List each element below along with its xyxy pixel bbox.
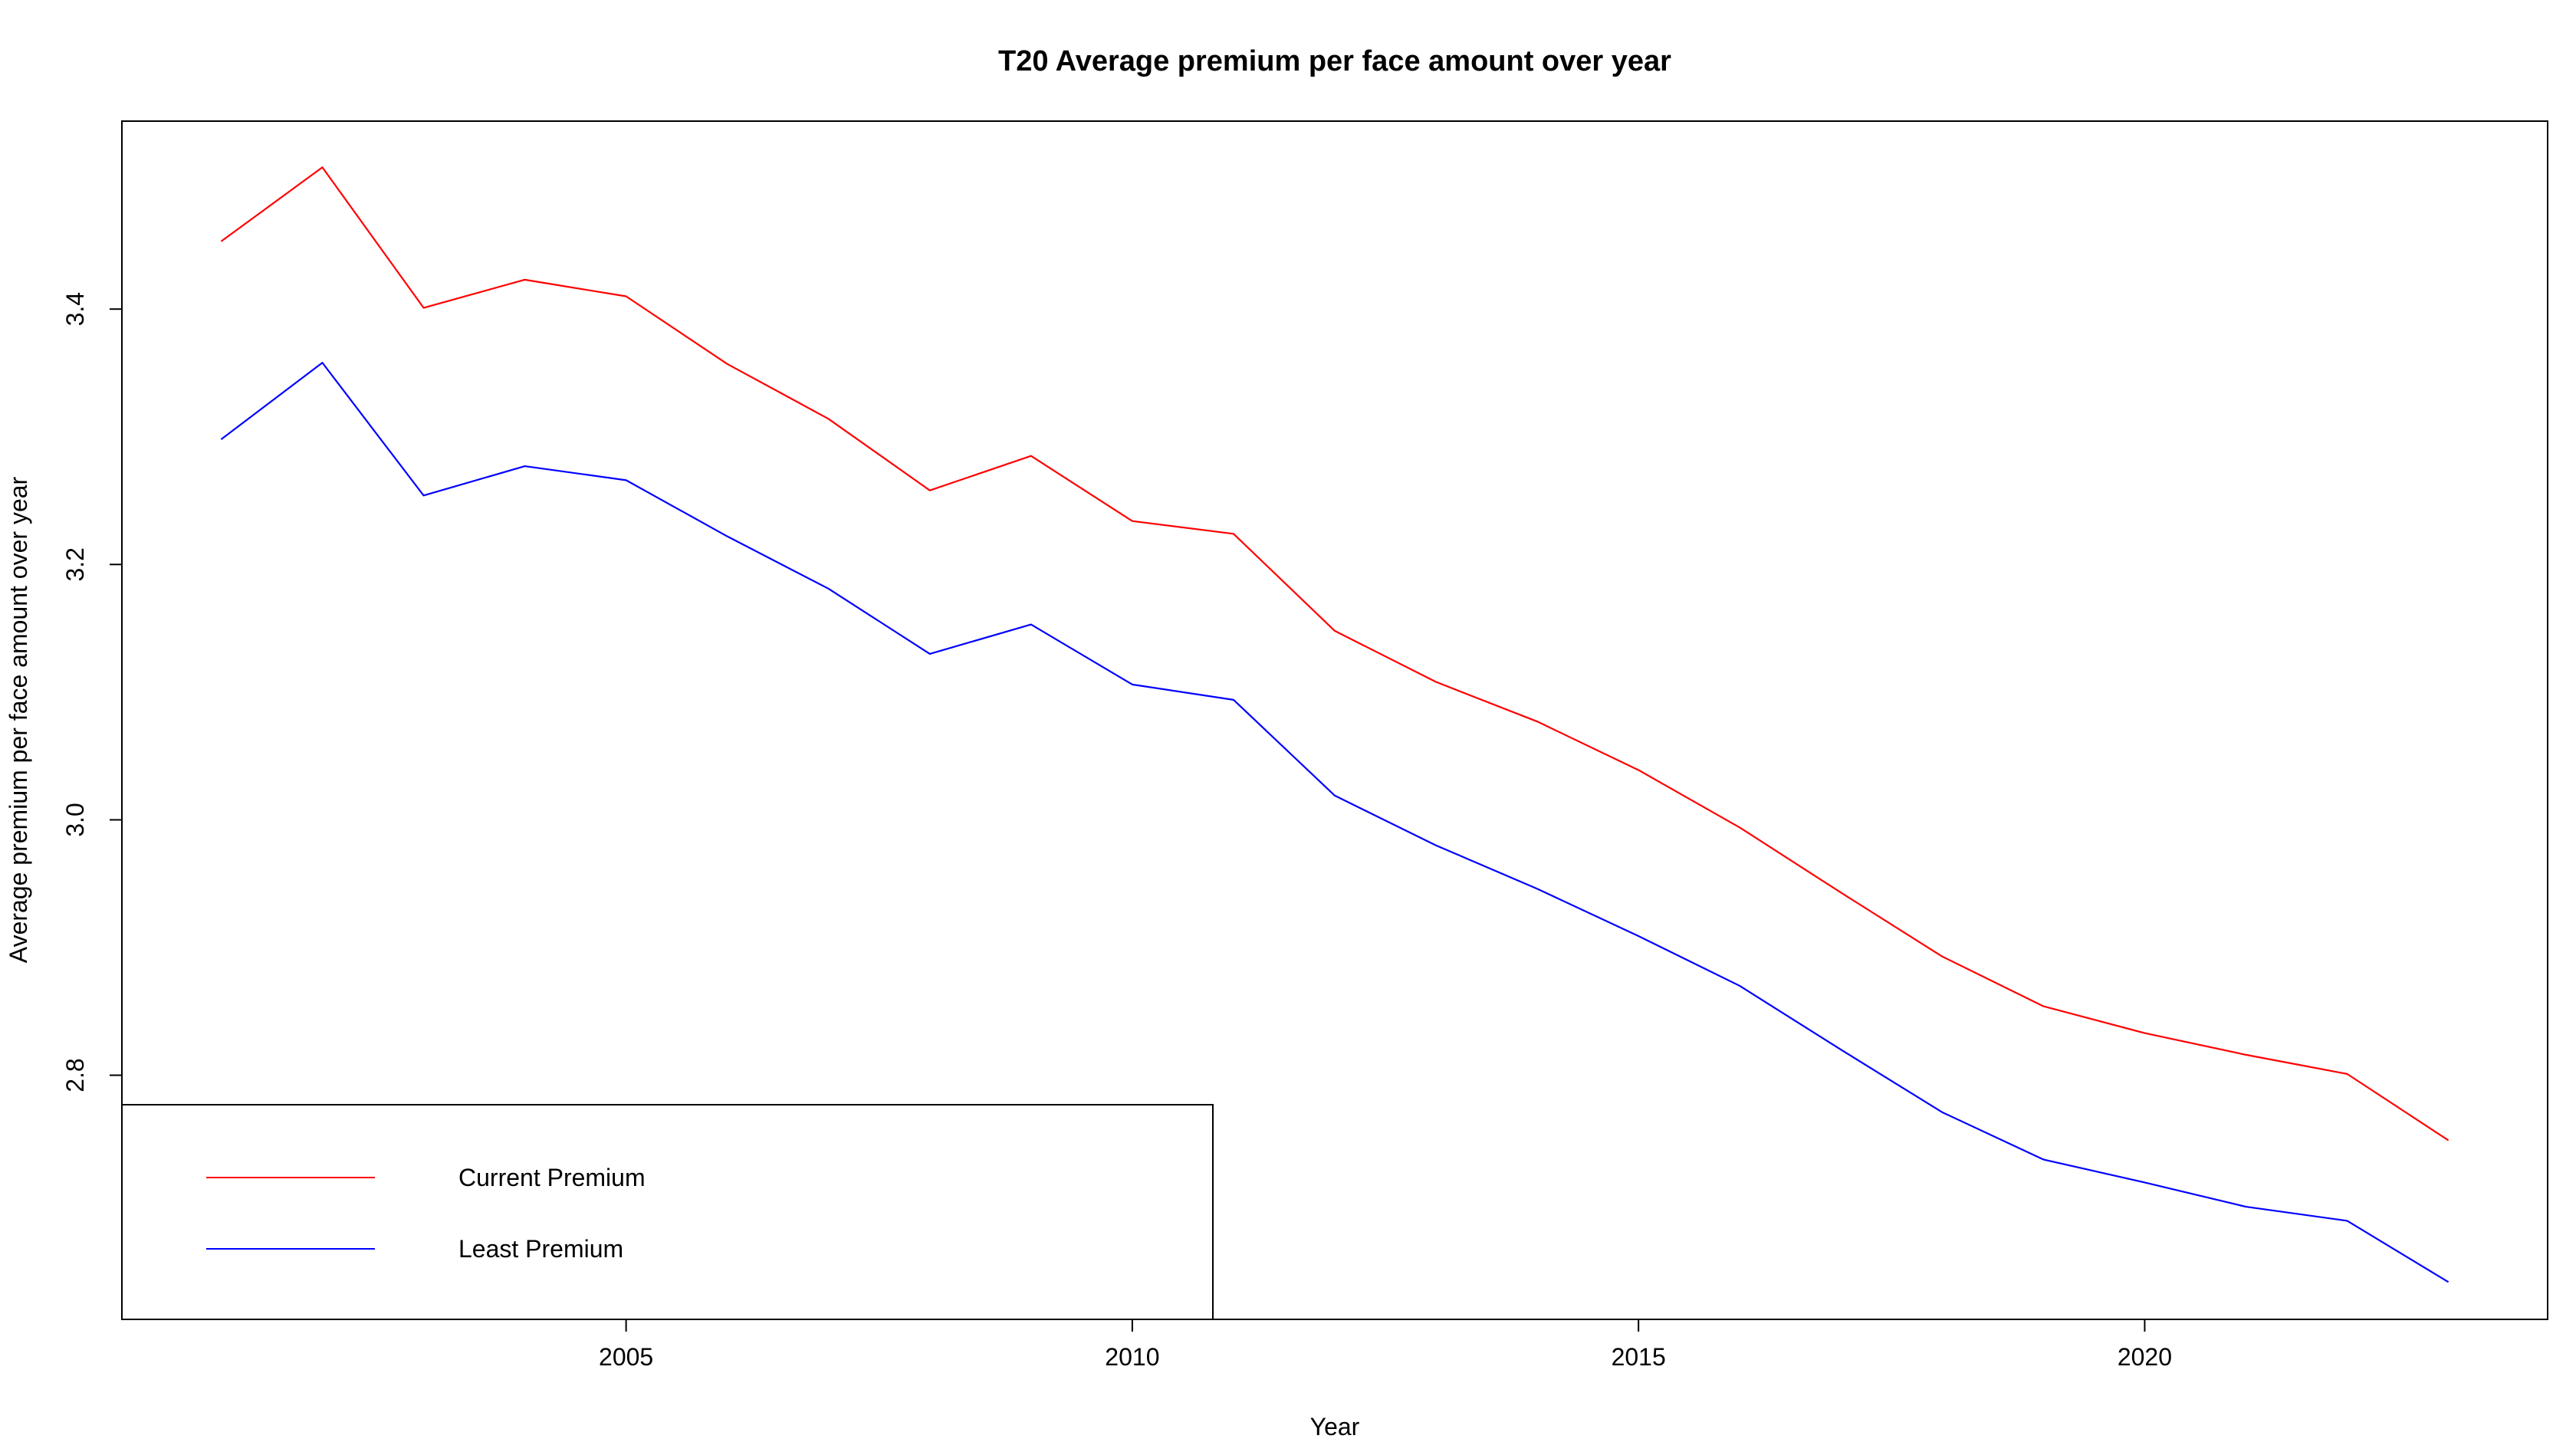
y-axis-label: Average premium per face amount over yea… bbox=[5, 476, 32, 963]
series-lines bbox=[220, 166, 2450, 1283]
y-tick-label: 3.2 bbox=[61, 547, 89, 581]
y-tick-label: 2.8 bbox=[61, 1058, 89, 1092]
y-tick-label: 3.4 bbox=[61, 292, 89, 326]
y-tick-label: 3.0 bbox=[61, 803, 89, 836]
legend-label-least-premium: Least Premium bbox=[458, 1235, 623, 1263]
legend: Current Premium Least Premium bbox=[121, 1104, 1214, 1320]
x-tick-label: 2020 bbox=[2118, 1343, 2172, 1371]
y-axis-ticks: 2.8 3.0 3.2 3.4 bbox=[61, 292, 122, 1092]
chart-title: T20 Average premium per face amount over… bbox=[998, 45, 1671, 77]
legend-box bbox=[121, 1104, 1214, 1320]
x-tick-label: 2005 bbox=[599, 1343, 653, 1371]
x-tick-label: 2015 bbox=[1612, 1343, 1666, 1371]
x-tick-label: 2010 bbox=[1105, 1343, 1159, 1371]
plot-frame bbox=[121, 120, 2548, 1320]
legend-label-current-premium: Current Premium bbox=[458, 1164, 646, 1191]
x-axis-ticks: 2005 2010 2015 2020 bbox=[599, 1319, 2172, 1371]
x-axis-label: Year bbox=[1310, 1413, 1360, 1441]
series-line-current-premium bbox=[220, 166, 2450, 1142]
series-line-least-premium bbox=[220, 362, 2450, 1283]
